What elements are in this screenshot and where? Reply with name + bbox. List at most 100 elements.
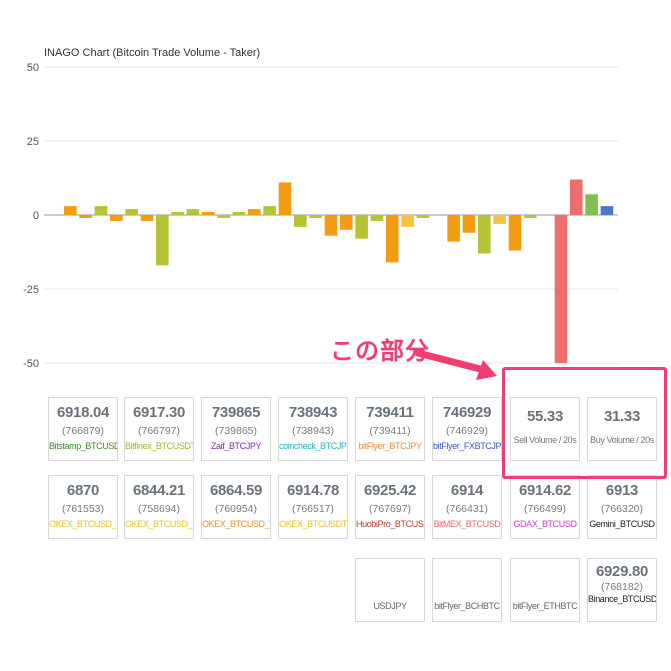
tile-price: 6917.30 — [132, 404, 186, 421]
bar — [248, 209, 261, 215]
tile-okex-btcusdt[interactable]: 6914.78 (766517) OKEX_BTCUSDT — [278, 475, 348, 539]
tile-sub: (768182) — [600, 581, 644, 593]
bar — [217, 215, 230, 218]
tile-bitflyer-ethbtc[interactable]: bitFlyer_ETHBTC — [510, 558, 580, 622]
bar — [125, 209, 138, 215]
tile-sub: (738943) — [291, 425, 335, 437]
tile-price: 6870 — [66, 482, 100, 499]
tile-sub: (760954) — [214, 503, 258, 515]
bar — [570, 179, 583, 215]
buy-volume-value: 31.33 — [603, 408, 641, 425]
tile-okex-btcusd-biwkly[interactable]: 6844.21 (758694) OKEX_BTCUSD_BIWKLY — [124, 475, 194, 539]
tile-name: bitFlyer_FXBTCJPY — [433, 441, 502, 451]
tile-sell-volume[interactable]: 55.33 Sell Volume / 20s — [510, 397, 580, 461]
bar — [478, 215, 491, 254]
tile-name: OKEX_BTCUSD_BIWKLY — [125, 519, 193, 529]
bar — [462, 215, 476, 233]
tile-sub: (746929) — [445, 425, 489, 437]
tile-price: 746929 — [442, 404, 492, 421]
tile-name: OKEX_BTCUSD_QTLY — [49, 519, 117, 529]
bar — [401, 215, 414, 227]
bar — [79, 215, 92, 218]
tile-price: 6918.04 — [56, 404, 110, 421]
tile-name: Bitstamp_BTCUSD — [49, 441, 118, 451]
tile-name: OKEX_BTCUSD_WKLY — [202, 519, 270, 529]
tile-bitmex-btcusd[interactable]: 6914 (766431) BitMEX_BTCUSD — [432, 475, 502, 539]
tile-usdjpy[interactable]: USDJPY — [355, 558, 425, 622]
tile-okex-btcusd-wkly[interactable]: 6864.59 (760954) OKEX_BTCUSD_WKLY — [201, 475, 271, 539]
tile-okex-btcusd-qtly[interactable]: 6870 (761553) OKEX_BTCUSD_QTLY — [48, 475, 118, 539]
y-tick-label: 0 — [33, 210, 39, 222]
bar — [64, 206, 77, 215]
tile-name: Zaif_BTCJPY — [210, 441, 262, 451]
tile-zaif-btcjpy[interactable]: 739865 (739865) Zaif_BTCJPY — [201, 397, 271, 461]
tile-gdax-btcusd[interactable]: 6914.62 (766499) GDAX_BTCUSD — [510, 475, 580, 539]
bar — [263, 206, 276, 215]
tile-name: Gemini_BTCUSD — [589, 519, 655, 529]
tile-bitflyer-btcjpy[interactable]: 739411 (739411) bitFlyer_BTCJPY — [355, 397, 425, 461]
bar — [585, 194, 598, 215]
tile-sub: (766797) — [137, 425, 181, 437]
tile-sub: (761553) — [61, 503, 105, 515]
bar — [110, 215, 123, 221]
tile-price: 6914.78 — [286, 482, 340, 499]
bar — [278, 182, 292, 215]
tile-price: 6913 — [605, 482, 639, 499]
callout-label: この部分 — [330, 338, 430, 365]
tile-price: 6864.59 — [209, 482, 263, 499]
tile-name: BitMEX_BTCUSD — [433, 519, 501, 529]
bar — [340, 215, 353, 230]
tile-sub: (766431) — [445, 503, 489, 515]
tile-buy-volume[interactable]: 31.33 Buy Volume / 20s — [587, 397, 657, 461]
tile-price: 738943 — [288, 404, 338, 421]
tile-name: bitFlyer_BTCJPY — [358, 441, 422, 451]
bar — [171, 212, 184, 215]
y-tick-label: 25 — [27, 136, 39, 148]
bar — [140, 215, 154, 221]
sell-volume-label: Sell Volume / 20s — [513, 435, 577, 445]
tile-name: HuobiPro_BTCUSDT — [356, 519, 424, 529]
tile-bitflyer-bchbtc[interactable]: bitFlyer_BCHBTC — [432, 558, 502, 622]
bar — [355, 215, 368, 239]
tile-price: 739865 — [211, 404, 261, 421]
tile-sub: (766517) — [291, 503, 335, 515]
bar — [370, 215, 384, 221]
tile-sub: (767697) — [368, 503, 412, 515]
bar — [554, 215, 568, 363]
bar — [416, 215, 430, 218]
bar — [294, 215, 307, 227]
bar — [202, 212, 215, 215]
bar — [324, 215, 338, 236]
highlight-box — [502, 367, 667, 479]
bar — [232, 212, 246, 215]
tile-price: 739411 — [366, 404, 414, 421]
tile-bitfinex-btcusdt[interactable]: 6917.30 (766797) Bitfinex_BTCUSDT — [124, 397, 194, 461]
tile-sub: (739411) — [369, 425, 411, 437]
tile-sub: (766499) — [523, 503, 567, 515]
bar — [600, 206, 614, 215]
bar — [493, 215, 506, 224]
buy-volume-label: Buy Volume / 20s — [590, 435, 654, 445]
tile-sub: (766879) — [61, 425, 105, 437]
bar — [94, 206, 108, 215]
tile-price: 6844.21 — [132, 482, 186, 499]
y-tick-label: -25 — [23, 284, 39, 296]
tile-name: coincheck_BTCJPY — [279, 441, 348, 451]
tile-sub: (758694) — [137, 503, 181, 515]
tile-bitstamp-btcusd[interactable]: 6918.04 (766879) Bitstamp_BTCUSD — [48, 397, 118, 461]
tile-name: Binance_BTCUSDT — [588, 594, 657, 604]
tile-sub: (739865) — [214, 425, 258, 437]
bar — [508, 215, 522, 251]
y-tick-label: -50 — [23, 358, 39, 370]
tile-price: 6925.42 — [363, 482, 417, 499]
bar — [524, 215, 537, 218]
tile-coincheck-btcjpy[interactable]: 738943 (738943) coincheck_BTCJPY — [278, 397, 348, 461]
tile-name: Bitfinex_BTCUSDT — [125, 441, 194, 451]
tile-price: 6929.80 — [595, 563, 649, 580]
tile-binance-btcusdt[interactable]: 6929.80 (768182) Binance_BTCUSDT — [587, 558, 657, 622]
volume-chart: INAGO Chart (Bitcoin Trade Volume - Take… — [23, 47, 618, 370]
tile-name: bitFlyer_BCHBTC — [434, 601, 500, 611]
tile-gemini-btcusd[interactable]: 6913 (766320) Gemini_BTCUSD — [587, 475, 657, 539]
tile-bitflyer-fxbtcjpy[interactable]: 746929 (746929) bitFlyer_FXBTCJPY — [432, 397, 502, 461]
tile-huobipro-btcusdt[interactable]: 6925.42 (767697) HuobiPro_BTCUSDT — [355, 475, 425, 539]
